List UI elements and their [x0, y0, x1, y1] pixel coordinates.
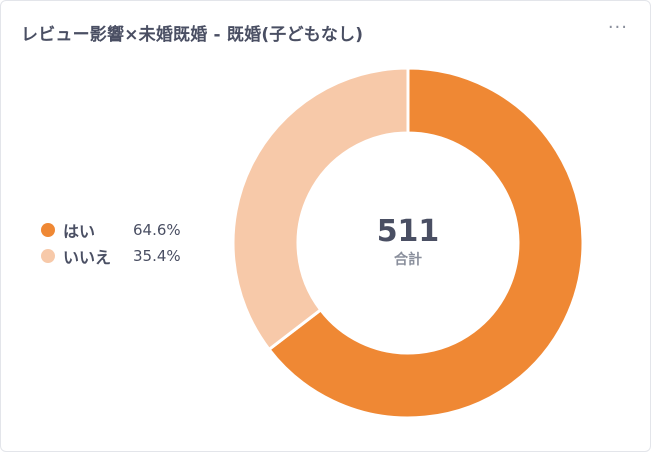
center-total-label: 合計	[394, 251, 422, 268]
legend-label-no: いいえ	[63, 248, 112, 267]
legend-item-yes[interactable]: はい 64.6%	[41, 217, 181, 243]
chart-title: レビュー影響×未婚既婚 - 既婚(子どもなし)	[21, 25, 364, 45]
legend-item-no[interactable]: いいえ 35.4%	[41, 243, 181, 269]
legend-percent-yes: 64.6%	[133, 221, 181, 239]
more-horizontal-icon[interactable]: ···	[607, 17, 628, 38]
center-total-value: 511	[377, 214, 440, 249]
donut-slice-no[interactable]	[231, 66, 410, 352]
legend-label-yes: はい	[63, 222, 96, 241]
donut-slice-yes[interactable]	[266, 66, 585, 420]
legend-swatch-no	[41, 249, 55, 263]
legend-percent-no: 35.4%	[133, 247, 181, 265]
legend: はい 64.6% いいえ 35.4%	[41, 217, 181, 269]
legend-swatch-yes	[41, 223, 55, 237]
